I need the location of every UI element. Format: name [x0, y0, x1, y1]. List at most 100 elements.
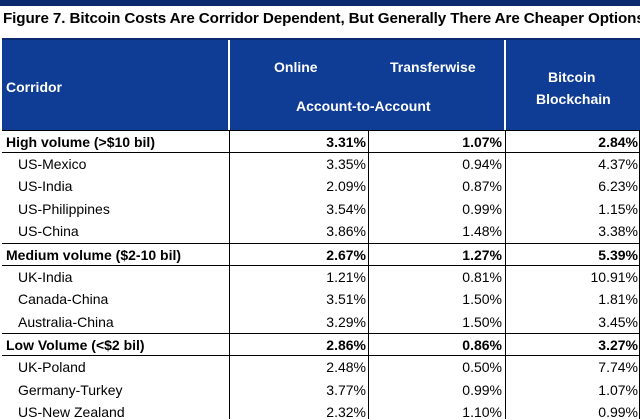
bitcoin-cell: 7.74% [598, 358, 638, 375]
column-divider [505, 334, 506, 355]
online-cell: 1.21% [326, 268, 366, 285]
column-divider [505, 220, 506, 243]
online-cell: 2.09% [326, 178, 366, 195]
transferwise-cell: 0.86% [462, 337, 502, 354]
column-header-bitcoin: Bitcoin [548, 69, 596, 85]
bitcoin-cell: 1.81% [598, 291, 638, 308]
column-header-online: Online [274, 59, 318, 75]
column-divider [368, 288, 369, 311]
table-row: US-India 2.09% 0.87% 6.23% [2, 175, 640, 198]
online-cell: 3.35% [326, 155, 366, 172]
transferwise-cell: 1.10% [462, 404, 502, 419]
column-divider [229, 401, 230, 419]
bitcoin-cell: 1.15% [598, 200, 638, 217]
column-divider [229, 265, 230, 289]
column-divider [505, 265, 506, 289]
column-divider [505, 131, 506, 152]
table-row: US-New Zealand 2.32% 1.10% 0.99% [2, 401, 640, 419]
corridor-cell: UK-Poland [18, 358, 86, 375]
bitcoin-cell: 1.07% [598, 381, 638, 398]
online-cell: 3.77% [326, 381, 366, 398]
column-divider [368, 378, 369, 402]
online-cell: 2.86% [326, 337, 366, 354]
bitcoin-cell: 5.39% [598, 246, 638, 263]
online-cell: 2.32% [326, 404, 366, 419]
online-cell: 3.31% [326, 134, 366, 150]
transferwise-cell: 0.99% [462, 200, 502, 217]
figure-title: Figure 7. Bitcoin Costs Are Corridor Dep… [3, 10, 640, 27]
corridor-cell: US-Mexico [18, 155, 87, 172]
column-divider [368, 152, 369, 176]
transferwise-cell: 0.94% [462, 155, 502, 172]
table-row: UK-Poland 2.48% 0.50% 7.74% [2, 355, 640, 379]
column-divider [368, 243, 369, 265]
table-row: Canada-China 3.51% 1.50% 1.81% [2, 288, 640, 311]
column-header-corridor: Corridor [6, 79, 62, 95]
bitcoin-cell: 2.84% [598, 134, 638, 150]
column-divider [368, 355, 369, 379]
column-divider [229, 220, 230, 243]
online-cell: 3.29% [326, 313, 366, 330]
table-row: UK-India 1.21% 0.81% 10.91% [2, 265, 640, 289]
transferwise-cell: 1.27% [462, 246, 502, 263]
bitcoin-cell: 4.37% [598, 155, 638, 172]
transferwise-cell: 0.99% [462, 381, 502, 398]
column-header-account-to-account: Account-to-Account [296, 98, 431, 114]
column-divider [505, 310, 506, 334]
corridor-cell: High volume (>$10 bil) [6, 134, 155, 150]
column-divider [229, 334, 230, 355]
corridor-cell: US-India [18, 178, 73, 195]
bitcoin-cell: 0.99% [598, 404, 638, 419]
corridor-cell: Australia-China [18, 313, 114, 330]
transferwise-cell: 1.48% [462, 223, 502, 240]
transferwise-cell: 1.07% [462, 134, 502, 150]
table-row: Germany-Turkey 3.77% 0.99% 1.07% [2, 378, 640, 402]
online-cell: 3.51% [326, 291, 366, 308]
column-divider [368, 310, 369, 334]
header-divider [504, 40, 506, 132]
table-row: Australia-China 3.29% 1.50% 3.45% [2, 310, 640, 334]
column-divider [368, 175, 369, 198]
table-body: High volume (>$10 bil) 3.31% 1.07% 2.84% US-… [2, 130, 640, 419]
column-divider [505, 401, 506, 419]
corridor-cell: US-New Zealand [18, 404, 125, 419]
top-accent-bar [0, 0, 640, 6]
column-divider [505, 243, 506, 265]
transferwise-cell: 0.50% [462, 358, 502, 375]
table-row: US-China 3.86% 1.48% 3.38% [2, 220, 640, 243]
bitcoin-cell: 6.23% [598, 178, 638, 195]
column-divider [229, 288, 230, 311]
column-divider [368, 220, 369, 243]
transferwise-cell: 1.50% [462, 313, 502, 330]
column-divider [505, 197, 506, 221]
column-divider [229, 197, 230, 221]
table-header: Corridor Online Transferwise Account-to-… [2, 38, 640, 132]
transferwise-cell: 0.87% [462, 178, 502, 195]
column-divider [368, 197, 369, 221]
corridor-cell: Low Volume (<$2 bil) [6, 337, 145, 354]
column-divider [229, 175, 230, 198]
cost-table: Corridor Online Transferwise Account-to-… [2, 38, 640, 419]
column-divider [229, 243, 230, 265]
column-divider [505, 355, 506, 379]
column-divider [505, 378, 506, 402]
corridor-cell: UK-India [18, 268, 73, 285]
column-divider [229, 152, 230, 176]
column-divider [505, 288, 506, 311]
corridor-cell: Canada-China [18, 291, 109, 308]
corridor-cell: Germany-Turkey [18, 381, 123, 398]
column-divider [368, 265, 369, 289]
corridor-cell: US-Philippines [18, 200, 110, 217]
column-divider [229, 355, 230, 379]
corridor-cell: US-China [18, 223, 79, 240]
column-divider [368, 401, 369, 419]
bitcoin-cell: 3.27% [598, 337, 638, 354]
bitcoin-cell: 10.91% [590, 268, 638, 285]
bitcoin-cell: 3.45% [598, 313, 638, 330]
column-divider [505, 152, 506, 176]
column-divider [229, 131, 230, 152]
column-divider [368, 334, 369, 355]
table-group-row: High volume (>$10 bil) 3.31% 1.07% 2.84% [2, 130, 640, 153]
table-row: US-Mexico 3.35% 0.94% 4.37% [2, 152, 640, 176]
column-divider [229, 310, 230, 334]
